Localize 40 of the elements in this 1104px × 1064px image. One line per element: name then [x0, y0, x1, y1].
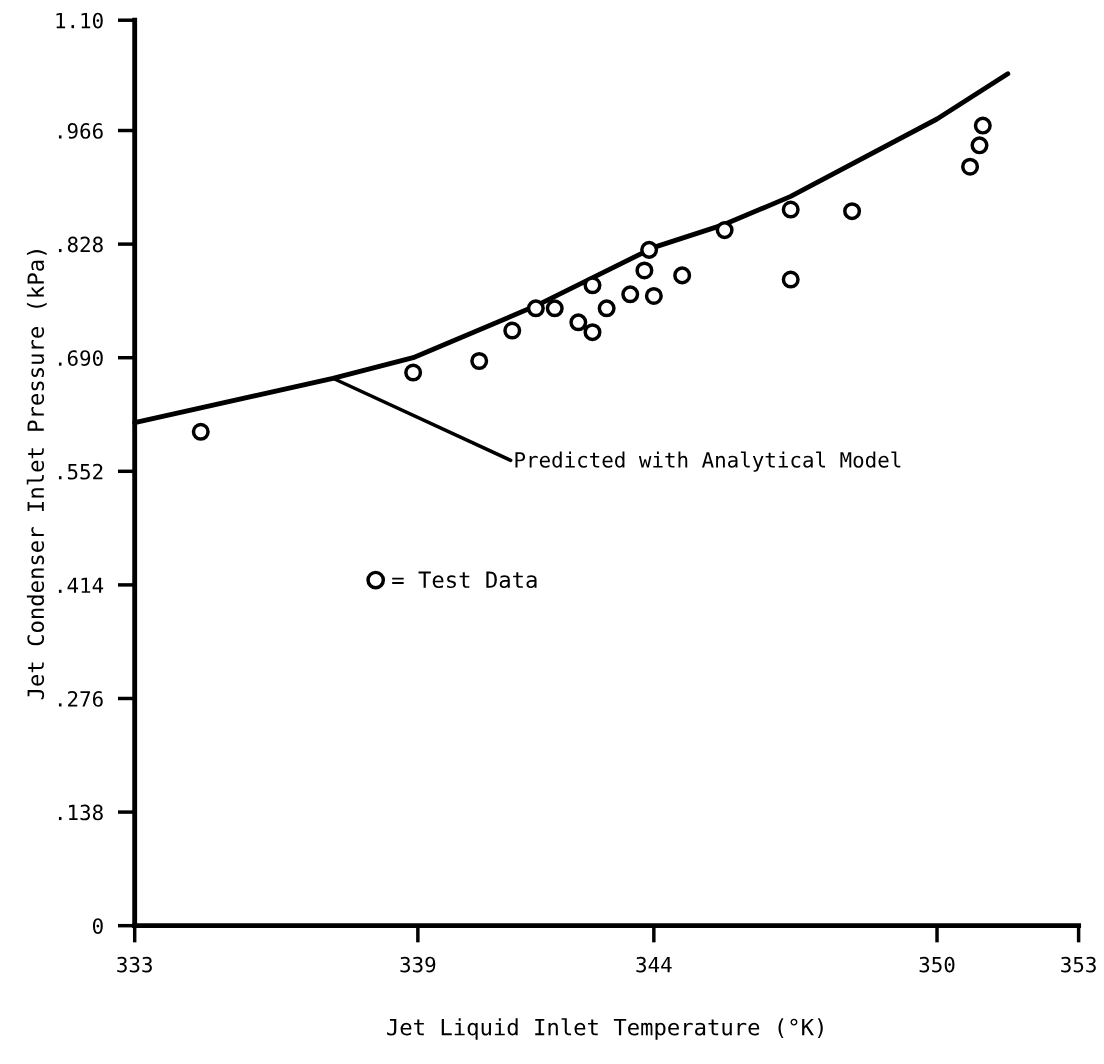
x-tick-label: 353 — [1061, 956, 1096, 973]
point — [569, 313, 588, 332]
point — [470, 351, 489, 371]
annotation: Predicted with Analytical Model — [515, 451, 901, 472]
point — [503, 321, 522, 340]
x-axis-title: Jet Liquid Inlet Temperature (°K) — [387, 1018, 823, 1040]
point — [961, 157, 980, 176]
y-tick-label: 0 — [92, 918, 103, 934]
y-axis-title: Jet Condenser Inlet Pressure (kPa) — [26, 250, 47, 700]
point — [583, 323, 602, 342]
y-tick-label: .690 — [58, 350, 103, 366]
point — [970, 136, 989, 155]
point — [597, 299, 616, 318]
x-tick-label: 339 — [400, 956, 436, 973]
point — [644, 286, 663, 305]
x-tick-label: 350 — [919, 956, 955, 973]
y-tick-label: .966 — [58, 123, 103, 139]
point — [621, 285, 640, 304]
y-tick-label: .138 — [58, 804, 103, 821]
y-tick-label: .828 — [58, 236, 103, 253]
point — [635, 261, 654, 280]
point — [191, 422, 210, 441]
point — [404, 363, 423, 382]
point — [715, 221, 734, 240]
y-tick-label: 1.10 — [56, 12, 103, 29]
y-tick-label: .276 — [58, 691, 103, 707]
legend-label: = Test Data — [392, 571, 537, 589]
y-tick-label: .414 — [58, 577, 104, 593]
point — [843, 202, 862, 221]
point — [583, 276, 602, 295]
y-tick-label: .552 — [58, 463, 103, 480]
point — [640, 240, 659, 259]
point — [526, 299, 545, 318]
point — [781, 200, 800, 219]
x-tick-label: 333 — [117, 956, 152, 973]
point — [973, 116, 992, 135]
x-tick-label: 344 — [636, 956, 672, 973]
point — [545, 299, 564, 318]
point — [781, 270, 800, 289]
point — [673, 266, 692, 285]
